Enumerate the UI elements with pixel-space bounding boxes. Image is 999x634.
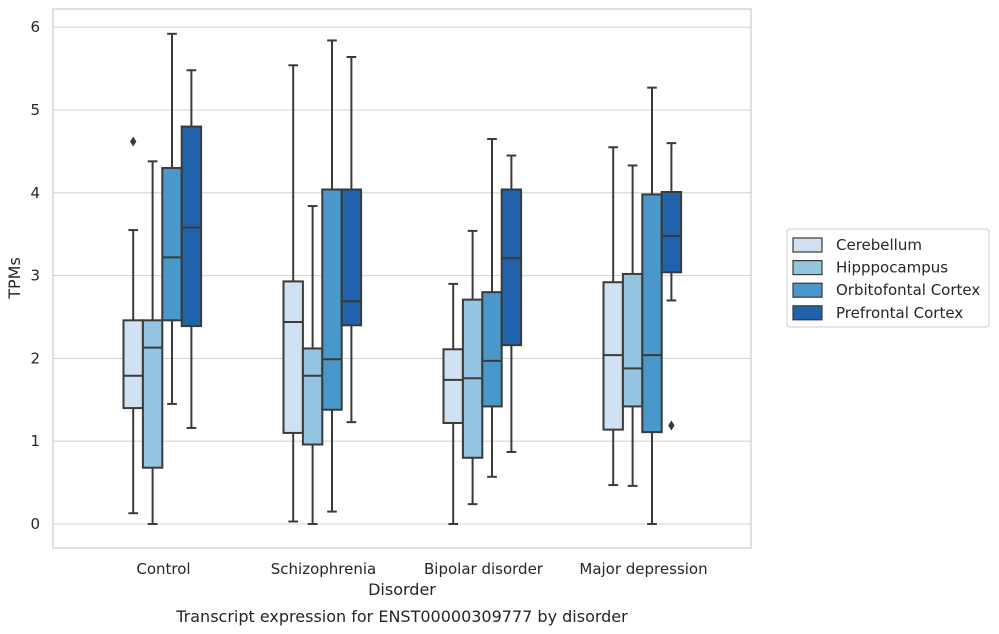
box-body (660, 190, 683, 274)
box-body (180, 125, 203, 328)
legend-label: Hipppocampus (836, 259, 948, 277)
x-tick-label-bipolar-disorder: Bipolar disorder (424, 560, 544, 578)
box-control-prefrontal-cortex (180, 69, 203, 429)
legend-label: Cerebellum (836, 236, 922, 254)
box-schizophrenia-prefrontal-cortex (340, 56, 363, 424)
box-body (340, 188, 363, 327)
boxes (122, 32, 683, 525)
box-control-hipppocampus (141, 160, 164, 525)
box-bipolar-disorder-prefrontal-cortex (500, 154, 523, 453)
box-schizophrenia-hipppocampus (301, 205, 324, 525)
legend-swatch (792, 260, 823, 276)
y-tick-label-2: 2 (30, 349, 40, 367)
legend-item-hipppocampus: Hipppocampus (792, 259, 948, 277)
outlier-point (130, 136, 137, 147)
x-tick-labels: Control Schizophrenia Bipolar disorder Majo… (136, 560, 707, 578)
legend-item-orbitofontal-cortex: Orbitofontal Cortex (792, 281, 980, 299)
box-body (442, 348, 464, 424)
y-tick-labels: 0 1 2 3 4 5 6 (30, 18, 40, 533)
box-body (481, 291, 503, 408)
box-body (301, 347, 324, 446)
x-tick-label-schizophrenia: Schizophrenia (271, 560, 376, 578)
y-tick-label-3: 3 (30, 267, 40, 285)
box-major-depression-cerebellum (602, 146, 624, 487)
y-tick-label-1: 1 (30, 432, 40, 450)
box-major-depression-hipppocampus (621, 164, 644, 487)
outlier-point (668, 420, 675, 431)
box-body (141, 319, 164, 469)
chart-title: Transcript expression for ENST0000030977… (175, 607, 628, 626)
box-control-orbitofontal-cortex (161, 32, 183, 405)
box-bipolar-disorder-hipppocampus (461, 229, 484, 506)
legend-label: Prefrontal Cortex (836, 304, 963, 322)
box-major-depression-orbitofontal-cortex (641, 86, 663, 525)
legend-swatch (792, 282, 823, 298)
y-tick-label-6: 6 (30, 18, 40, 36)
box-body (641, 193, 663, 434)
y-tick-label-5: 5 (30, 101, 40, 119)
legend-label: Orbitofontal Cortex (836, 281, 980, 299)
legend-item-prefrontal-cortex: Prefrontal Cortex (792, 304, 963, 322)
legend-swatch (792, 237, 823, 253)
box-body (621, 272, 644, 408)
x-tick-label-major-depression: Major depression (579, 560, 707, 578)
box-body (321, 188, 343, 411)
box-control-cerebellum (122, 136, 144, 515)
box-body (282, 280, 304, 434)
box-body (161, 166, 183, 322)
y-tick-label-0: 0 (30, 515, 40, 533)
x-tick-label-control: Control (136, 560, 190, 578)
box-bipolar-disorder-orbitofontal-cortex (481, 137, 503, 478)
legend: Cerebellum Hipppocampus Orbitofontal Corte… (786, 228, 990, 328)
legend-item-cerebellum: Cerebellum (792, 236, 922, 254)
plot-frame (52, 8, 752, 549)
x-axis-title: Disorder (368, 580, 436, 599)
legend-swatch (792, 305, 823, 321)
box-bipolar-disorder-cerebellum (442, 282, 464, 525)
box-major-depression-prefrontal-cortex (660, 142, 683, 431)
y-axis-title: TPMs (5, 257, 24, 300)
legend-frame (786, 228, 990, 328)
box-body (122, 319, 144, 410)
y-tick-label-4: 4 (30, 184, 40, 202)
box-schizophrenia-cerebellum (282, 64, 304, 523)
box-body (500, 188, 523, 347)
